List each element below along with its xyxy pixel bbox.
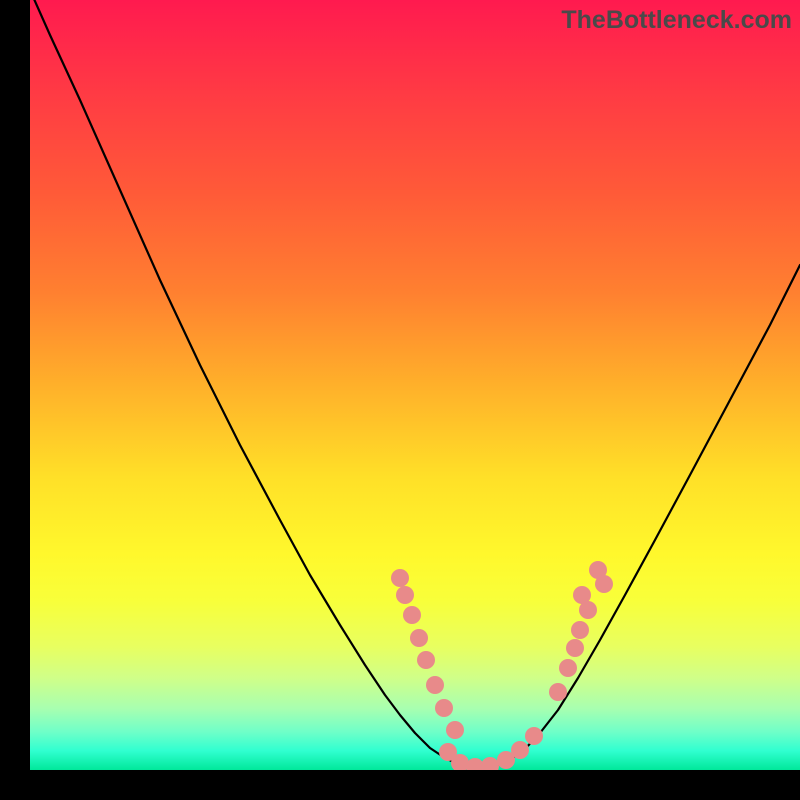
data-marker	[579, 601, 597, 619]
data-marker	[511, 741, 529, 759]
data-marker	[410, 629, 428, 647]
data-marker	[391, 569, 409, 587]
data-marker	[426, 676, 444, 694]
data-marker	[549, 683, 567, 701]
plot-background	[30, 0, 800, 770]
data-marker	[435, 699, 453, 717]
data-marker	[417, 651, 435, 669]
chart-svg	[30, 0, 800, 770]
data-marker	[396, 586, 414, 604]
data-marker	[595, 575, 613, 593]
data-marker	[559, 659, 577, 677]
data-marker	[571, 621, 589, 639]
plot-area: TheBottleneck.com	[30, 0, 800, 770]
data-marker	[566, 639, 584, 657]
data-marker	[403, 606, 421, 624]
watermark-text: TheBottleneck.com	[561, 6, 792, 35]
data-marker	[525, 727, 543, 745]
data-marker	[446, 721, 464, 739]
